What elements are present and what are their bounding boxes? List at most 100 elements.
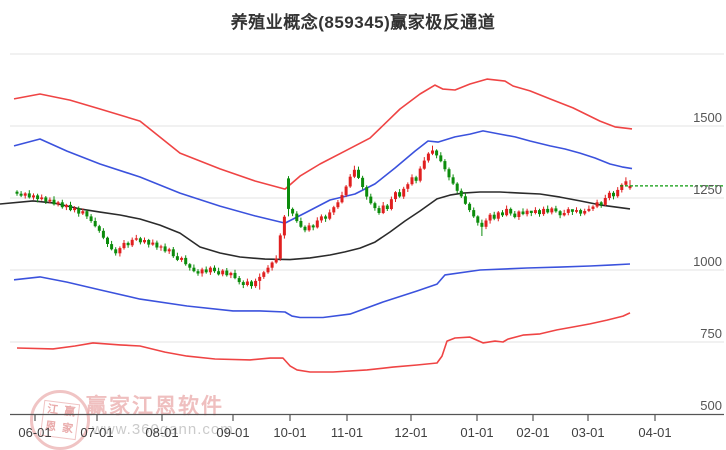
- candle-body: [538, 210, 541, 215]
- candle-body: [414, 177, 418, 181]
- candle-body: [484, 220, 488, 227]
- candle-body: [130, 239, 134, 246]
- candle-body: [171, 249, 175, 257]
- candle-body: [188, 264, 192, 268]
- candle-body: [81, 211, 85, 214]
- candle-body: [624, 181, 628, 185]
- candle-body: [175, 256, 179, 260]
- candle-body: [525, 210, 529, 215]
- candle-body: [352, 169, 356, 177]
- candle-body: [361, 177, 365, 187]
- candle-body: [106, 237, 109, 244]
- y-tick-label: 1000: [693, 254, 722, 269]
- candle-body: [348, 176, 352, 187]
- candle-body: [324, 216, 328, 219]
- candle-body: [93, 221, 97, 227]
- candle-body: [513, 213, 517, 218]
- candle-body: [237, 278, 241, 283]
- candle-body: [138, 238, 142, 243]
- candle-body: [373, 203, 377, 209]
- candle-body: [114, 249, 118, 254]
- candle-body: [398, 192, 402, 197]
- candle-body: [385, 205, 389, 209]
- candle-body: [315, 220, 319, 228]
- candle-body: [122, 242, 126, 249]
- candle-body: [533, 210, 537, 213]
- candle-body: [463, 196, 467, 204]
- candle-body: [319, 216, 323, 221]
- candle-body: [97, 226, 101, 231]
- candle-body: [517, 211, 521, 217]
- chart-title: 养殖业概念(859345)赢家极反通道: [230, 13, 496, 32]
- line-middle-line: [0, 191, 631, 261]
- candle-body: [389, 199, 393, 209]
- candle-body: [245, 281, 249, 285]
- candle-body: [151, 242, 155, 245]
- candle-body: [64, 204, 68, 208]
- candle-body: [422, 160, 426, 169]
- candle-body: [496, 212, 500, 219]
- y-tick-label: 1250: [693, 182, 722, 197]
- candle-body: [451, 177, 455, 184]
- candle-body: [501, 212, 504, 216]
- candle-body: [147, 240, 151, 245]
- watermark-brand-text: 赢家江恩软件: [86, 395, 224, 418]
- candle-body: [23, 193, 27, 196]
- candle-body: [180, 257, 184, 260]
- candle-body: [369, 196, 373, 204]
- candle-body: [468, 203, 472, 211]
- y-tick-label: 500: [700, 398, 722, 413]
- candle-body: [118, 248, 122, 254]
- candle-body: [307, 225, 311, 231]
- candle-body: [85, 211, 89, 217]
- y-tick-label: 1500: [693, 110, 722, 125]
- candle-body: [303, 226, 307, 231]
- candle-body: [381, 205, 385, 213]
- candle-body: [159, 246, 163, 248]
- candle-body: [200, 269, 204, 274]
- candle-body: [266, 267, 270, 273]
- candle-body: [278, 235, 282, 259]
- candle-body: [332, 207, 336, 213]
- candle-body: [155, 242, 159, 248]
- candle-body: [48, 199, 52, 202]
- candle-body: [241, 282, 245, 285]
- candle-body: [402, 188, 406, 197]
- candle-body: [620, 184, 624, 190]
- line-outer-channel-bottom: [16, 312, 631, 373]
- line-outer-channel-top: [13, 78, 633, 190]
- candle-body: [431, 150, 434, 154]
- watermark-seal-icon: 江 赢 恩 家: [30, 390, 90, 450]
- candle-body: [291, 208, 295, 214]
- x-tick-label: 06-01: [18, 425, 51, 440]
- candle-body: [340, 195, 344, 203]
- candle-body: [591, 206, 595, 209]
- candle-body: [192, 267, 196, 272]
- candle-body: [570, 209, 574, 212]
- watermark-url-text: www.360gann.com: [92, 421, 234, 438]
- line-inner-channel-top: [13, 130, 633, 224]
- candle-body: [509, 208, 513, 214]
- y-tick-label: 750: [700, 326, 722, 341]
- candle-body: [262, 272, 266, 277]
- candle-body: [521, 211, 525, 215]
- candle-body: [344, 186, 348, 196]
- candle-body: [455, 183, 459, 191]
- candle-body: [143, 240, 146, 243]
- candle-body: [579, 210, 583, 214]
- candle-body: [406, 184, 410, 189]
- candle-body: [558, 211, 562, 216]
- candle-body: [435, 150, 439, 156]
- candle-body: [282, 216, 286, 236]
- candle-body: [328, 212, 332, 219]
- candle-body: [476, 216, 480, 223]
- candle-body: [221, 270, 225, 275]
- candle-body: [599, 202, 603, 205]
- candle-body: [542, 208, 546, 215]
- candle-body: [587, 208, 591, 211]
- x-tick-label: 09-01: [216, 425, 249, 440]
- candle-body: [32, 195, 35, 198]
- x-tick-label: 03-01: [571, 425, 604, 440]
- candle-body: [110, 244, 114, 250]
